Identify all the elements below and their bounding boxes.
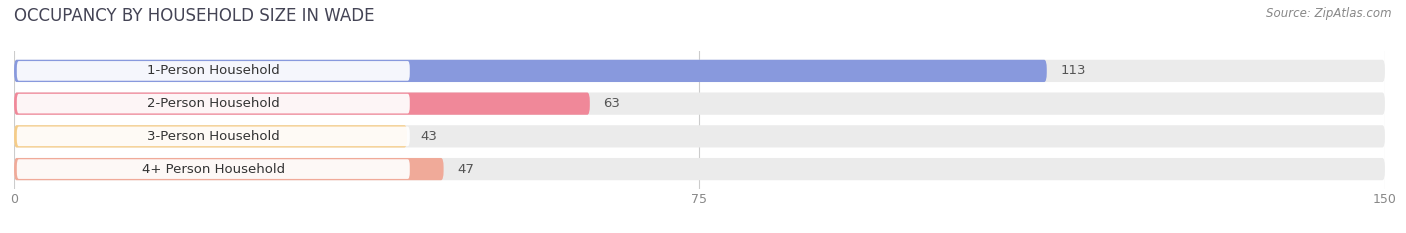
FancyBboxPatch shape [14, 158, 1385, 180]
FancyBboxPatch shape [17, 94, 409, 113]
Text: 3-Person Household: 3-Person Household [146, 130, 280, 143]
FancyBboxPatch shape [14, 60, 1385, 82]
FancyBboxPatch shape [17, 61, 409, 81]
Text: Source: ZipAtlas.com: Source: ZipAtlas.com [1267, 7, 1392, 20]
Text: 4+ Person Household: 4+ Person Household [142, 163, 285, 176]
FancyBboxPatch shape [14, 158, 444, 180]
Text: 113: 113 [1060, 64, 1085, 77]
Text: 63: 63 [603, 97, 620, 110]
Text: 43: 43 [420, 130, 437, 143]
FancyBboxPatch shape [14, 125, 408, 147]
Text: 47: 47 [457, 163, 474, 176]
Text: 1-Person Household: 1-Person Household [146, 64, 280, 77]
FancyBboxPatch shape [17, 127, 409, 146]
FancyBboxPatch shape [14, 60, 1046, 82]
Text: 2-Person Household: 2-Person Household [146, 97, 280, 110]
Text: OCCUPANCY BY HOUSEHOLD SIZE IN WADE: OCCUPANCY BY HOUSEHOLD SIZE IN WADE [14, 7, 374, 25]
FancyBboxPatch shape [17, 159, 409, 179]
FancyBboxPatch shape [14, 93, 591, 115]
FancyBboxPatch shape [14, 125, 1385, 147]
FancyBboxPatch shape [14, 93, 1385, 115]
